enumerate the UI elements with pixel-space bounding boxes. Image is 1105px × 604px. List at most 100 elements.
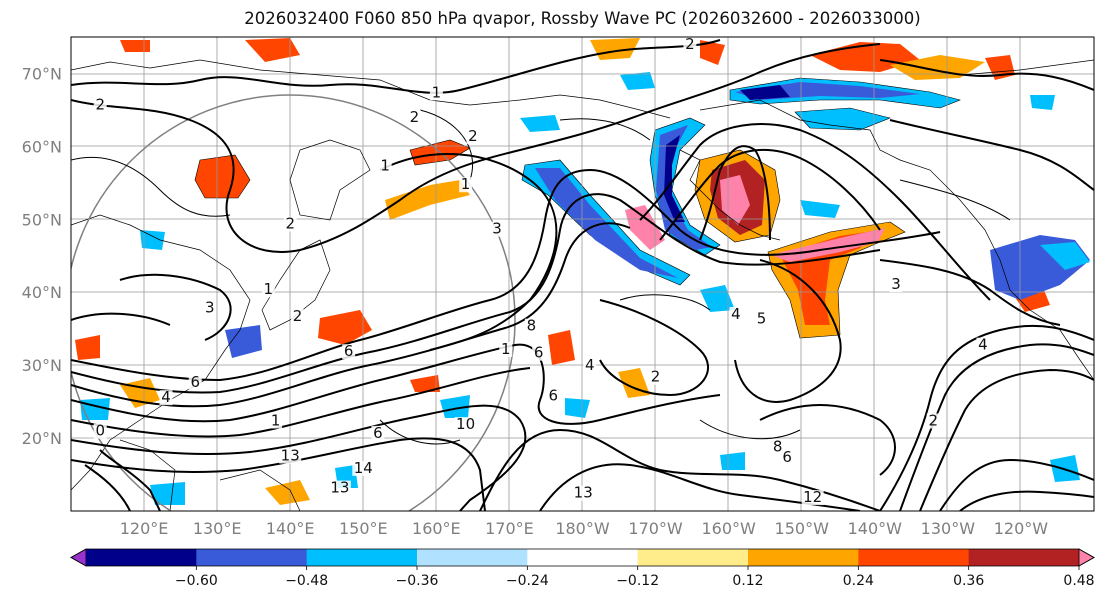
lon-tick-label: 180°W	[555, 519, 610, 538]
anomaly-blob	[120, 40, 150, 52]
colorbar-segment	[417, 549, 528, 566]
contour-line	[619, 294, 711, 311]
contour-label-bg	[291, 309, 305, 325]
anomaly-blob	[590, 38, 640, 60]
contour-label-bg	[729, 307, 743, 323]
anomaly-blob	[75, 335, 100, 360]
contour-value-label: 3	[891, 275, 901, 293]
contour-label-bg	[352, 460, 375, 476]
colorbar-segment	[748, 549, 859, 566]
contour-line	[559, 118, 651, 141]
lon-tick-label: 150°W	[775, 519, 830, 538]
contour-label-bg	[499, 342, 513, 358]
contour-value-label: 6	[344, 342, 354, 360]
anomaly-blob	[720, 452, 745, 470]
anomaly-blob	[245, 38, 300, 62]
contour-line	[639, 123, 991, 301]
contour-value-label: 2	[651, 368, 661, 386]
contour-label-bg	[269, 413, 283, 429]
contour-value-label: 2	[410, 108, 420, 126]
figure-title: 2026032400 F060 850 hPa qvapor, Rossby W…	[244, 9, 921, 28]
contour-label-bg	[93, 423, 107, 439]
contour-value-label: 4	[161, 388, 171, 406]
contour-line	[71, 222, 631, 408]
colorbar-segment	[86, 549, 197, 566]
anomaly-blob	[664, 135, 685, 222]
contour-value-label: 2	[285, 215, 295, 233]
colorbar-segment	[637, 549, 749, 566]
thin-contours	[71, 109, 1011, 445]
contour-label-bg	[755, 311, 769, 327]
contour-value-label: 6	[782, 448, 792, 466]
lat-tick-label: 60°N	[22, 137, 62, 156]
anomaly-blob	[700, 40, 725, 65]
contour-line	[659, 148, 881, 241]
anomaly-blob	[385, 180, 470, 220]
colorbar-min-extension	[70, 548, 87, 567]
contour-line	[71, 193, 881, 394]
contour-value-label: 12	[803, 488, 822, 506]
lon-tick-label: 160°E	[412, 519, 461, 538]
contour-line	[699, 419, 801, 440]
contour-label-bg	[407, 110, 421, 126]
contour-line	[71, 404, 527, 511]
contour-value-label: 1	[461, 175, 471, 193]
anomaly-blob	[740, 85, 790, 100]
contour-value-label: 2	[293, 307, 303, 325]
colorbar-segment	[527, 549, 639, 566]
anomaly-blob	[440, 395, 470, 418]
contour-label-bg	[429, 85, 443, 101]
contour-line	[71, 312, 171, 326]
contour-label-bg	[683, 37, 697, 53]
contour-value-label: 1	[271, 411, 281, 429]
contour-line	[71, 343, 721, 425]
contour-label-bg	[371, 425, 385, 441]
contour-label-bg	[976, 337, 990, 353]
colorbar-max-extension	[1078, 548, 1095, 567]
contour-label-bg	[466, 129, 480, 145]
contour-value-label: 8	[773, 438, 783, 456]
contour-value-label: 2	[468, 127, 478, 145]
contour-line	[84, 464, 131, 511]
contour-label-bg	[532, 345, 546, 361]
contour-value-label: 1	[380, 156, 390, 174]
contour-label-bg	[342, 344, 356, 360]
colorbar-segment	[306, 549, 418, 566]
contour-line	[959, 490, 1094, 511]
contour-line	[419, 109, 474, 181]
contour-line	[734, 259, 842, 403]
lon-tick-label: 160°W	[701, 519, 756, 538]
anomaly-blob	[150, 482, 185, 505]
contour-value-label: 1	[264, 280, 274, 298]
contour-line	[889, 119, 1094, 191]
anomaly-blob	[800, 200, 840, 218]
contour-label-bg	[283, 216, 297, 232]
contour-value-label: 13	[330, 479, 349, 497]
contour-label-bg	[801, 490, 824, 506]
colorbar-tick-label: 0.12	[732, 573, 763, 589]
anomaly-blob	[1040, 242, 1090, 270]
contour-line	[71, 39, 721, 94]
lon-tick-label: 170°E	[485, 519, 534, 538]
reference-circle	[71, 94, 516, 511]
anomaly-blob	[140, 230, 165, 250]
contour-value-label: 14	[354, 459, 373, 477]
contour-label-bg	[490, 221, 504, 237]
contour-value-label: 4	[731, 305, 741, 323]
contour-line	[379, 419, 461, 445]
lat-tick-label: 70°N	[22, 64, 62, 83]
lon-tick-label: 130°E	[193, 519, 242, 538]
colorbar-tick-label: −0.36	[396, 573, 439, 589]
colorbar-tick-label: 0.48	[1063, 573, 1094, 589]
colorbar: −0.60 −0.48 −0.36 −0.24 −0.12 0.12 0.24 0.36 0.4…	[70, 548, 1095, 589]
colorbar-tick-label: −0.24	[506, 573, 549, 589]
contour-value-label: 8	[527, 317, 537, 335]
anomaly-blob	[225, 325, 262, 358]
anomaly-blob	[318, 310, 372, 345]
anomaly-blob	[265, 480, 310, 505]
contour-label-bg	[546, 388, 560, 404]
contour-value-label: 10	[456, 415, 475, 433]
contour-line	[919, 368, 1094, 511]
anomaly-blob	[1030, 95, 1055, 110]
